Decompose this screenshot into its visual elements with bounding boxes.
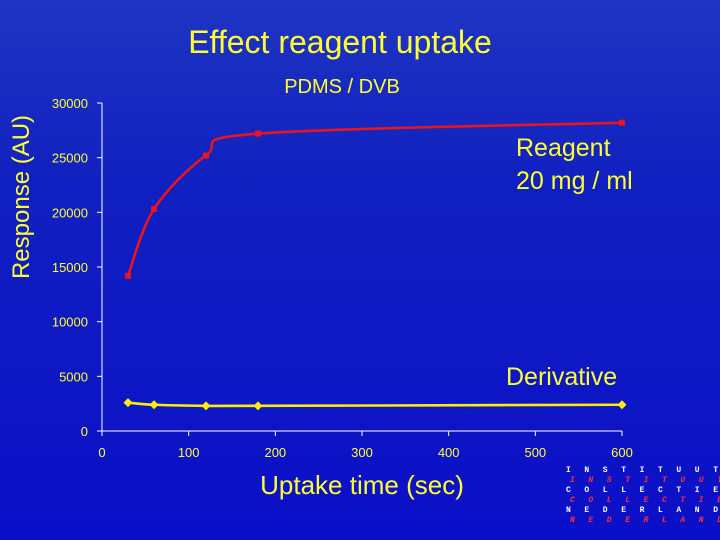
y-tick-label: 20000 xyxy=(52,205,88,220)
data-point-derivative xyxy=(201,401,211,411)
data-point-reagent xyxy=(619,119,625,126)
axes: 0 5000 10000 15000 20000 25000 30000 0 100 200 300… xyxy=(52,96,633,460)
data-point-derivative xyxy=(253,401,263,411)
logo-line: C O L L E C T I E xyxy=(570,496,720,505)
data-point-derivative xyxy=(149,400,159,410)
series-label-reagent: Reagent 20 mg / ml xyxy=(516,132,633,198)
chart-title: Effect reagent uptake xyxy=(188,24,492,60)
x-tick-label: 500 xyxy=(524,445,546,460)
x-tick-label: 300 xyxy=(351,445,373,460)
x-tick-label: 400 xyxy=(438,445,460,460)
data-point-derivative xyxy=(617,400,627,410)
x-tick-label: 0 xyxy=(98,445,105,460)
data-point-reagent xyxy=(203,152,209,159)
series-label-reagent-line2: 20 mg / ml xyxy=(516,167,633,195)
logo-line: N E D E R L A N D xyxy=(566,506,720,515)
chart-subtitle: PDMS / DVB xyxy=(284,76,400,98)
y-tick-label: 10000 xyxy=(52,315,88,330)
data-point-reagent xyxy=(151,206,157,213)
series-label-derivative: Derivative xyxy=(506,363,618,391)
x-tick-label: 600 xyxy=(611,445,633,460)
logo-line: I N S T I T U U T xyxy=(566,466,720,475)
logo-line: I N S T I T U U T xyxy=(570,476,720,485)
x-axis-label: Uptake time (sec) xyxy=(260,470,464,500)
institute-logo: I N S T I T U U T I N S T I T U U T C O … xyxy=(566,466,720,526)
y-tick-label: 0 xyxy=(81,424,88,439)
series-label-reagent-line1: Reagent xyxy=(516,134,611,162)
data-point-reagent xyxy=(255,130,261,137)
logo-line: N E D E R L A N D xyxy=(570,516,720,525)
y-tick-label: 30000 xyxy=(52,96,88,111)
x-tick-label: 200 xyxy=(264,445,286,460)
series-layer xyxy=(123,119,627,411)
x-tick-label: 100 xyxy=(178,445,200,460)
data-point-reagent xyxy=(125,272,131,279)
y-tick-label: 15000 xyxy=(52,260,88,275)
data-point-derivative xyxy=(123,398,133,408)
y-tick-label: 25000 xyxy=(52,151,88,166)
y-tick-label: 5000 xyxy=(59,369,88,384)
logo-line: C O L L E C T I E xyxy=(566,486,720,495)
